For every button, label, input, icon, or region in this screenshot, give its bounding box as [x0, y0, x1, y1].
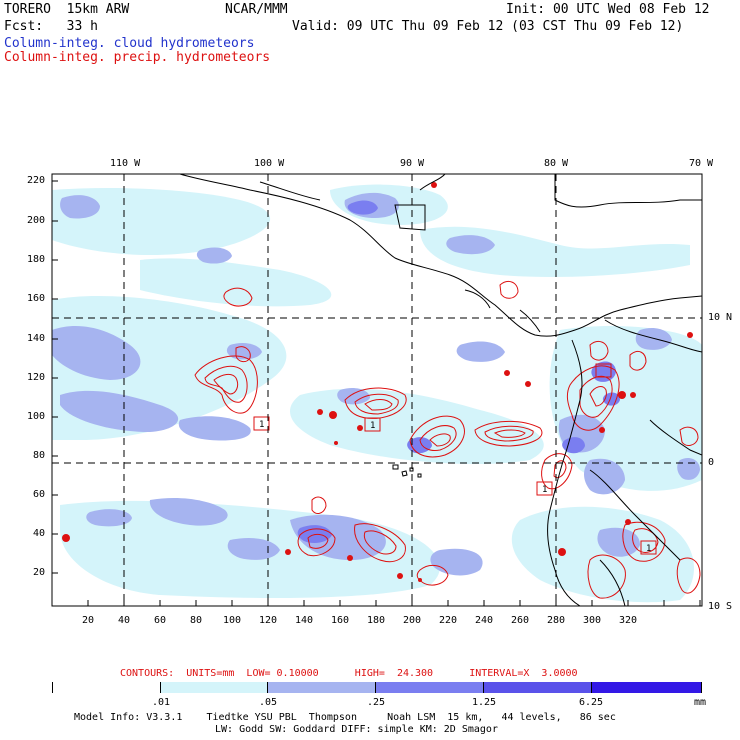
precip-field-label: Column-integ. precip. hydrometeors: [4, 50, 271, 65]
y-tick-label: 100: [27, 411, 46, 422]
org-label: NCAR/MMM: [225, 2, 288, 17]
x-tick-label: 160: [331, 615, 350, 626]
cloud-field-label: Column-integ. cloud hydrometeors: [4, 36, 255, 51]
box-label: 1: [646, 544, 651, 554]
box-label: 1: [370, 421, 375, 431]
x-tick-label: 20: [82, 615, 95, 626]
colorbar-segment: [375, 682, 483, 693]
x-tick-label: 100: [223, 615, 242, 626]
y-tick-label: 80: [33, 450, 46, 461]
y-tick-label: 40: [33, 528, 46, 539]
box-label: 1: [259, 420, 264, 430]
lon-label: 100 W: [254, 158, 285, 169]
lon-label: 110 W: [110, 158, 141, 169]
galapagos-islands: [392, 464, 422, 478]
colorbar-label: .01: [152, 697, 171, 708]
model-info-line1: Model Info: V3.3.1 Tiedtke YSU PBL Thomp…: [74, 712, 616, 723]
lon-label: 90 W: [400, 158, 425, 169]
colorbar-segment: [483, 682, 591, 693]
precip-contours: [194, 281, 701, 599]
x-tick-label: 40: [118, 615, 131, 626]
coastlines: [179, 174, 702, 606]
precip-cells: [62, 182, 693, 582]
lat-label: 10 S: [708, 601, 733, 612]
y-tick-label: 220: [27, 175, 46, 186]
x-tick-label: 120: [259, 615, 278, 626]
colorbar-segment: [160, 682, 267, 693]
model-info-line2: LW: Godd SW: Goddard DIFF: simple KM: 2D…: [215, 724, 498, 735]
x-tick-label: 300: [583, 615, 602, 626]
graticule: [52, 174, 702, 606]
axis-ticks: [52, 180, 701, 606]
y-tick-label: 180: [27, 254, 46, 265]
y-tick-label: 160: [27, 293, 46, 304]
x-tick-label: 280: [547, 615, 566, 626]
y-tick-label: 120: [27, 372, 46, 383]
colorbar-label: 1.25: [472, 697, 497, 708]
contour-info: CONTOURS: UNITS=mm LOW= 0.10000 HIGH= 24…: [120, 668, 578, 679]
x-tick-label: 60: [154, 615, 167, 626]
lon-label: 80 W: [544, 158, 569, 169]
y-tick-label: 20: [33, 567, 46, 578]
x-tick-label: 180: [367, 615, 386, 626]
x-tick-label: 220: [439, 615, 458, 626]
x-tick-label: 80: [190, 615, 203, 626]
colorbar-label: .25: [367, 697, 386, 708]
x-tick-label: 320: [619, 615, 638, 626]
plot-frame: [51, 173, 703, 607]
lat-label: 0: [708, 457, 715, 468]
x-tick-label: 140: [295, 615, 314, 626]
x-tick-label: 240: [475, 615, 494, 626]
lon-label: 70 W: [689, 158, 714, 169]
x-tick-label: 200: [403, 615, 422, 626]
x-tick-label: 260: [511, 615, 530, 626]
model-title: TORERO 15km ARW: [4, 2, 130, 17]
colorbar-label: 6.25: [579, 697, 604, 708]
lat-label: 10 N: [708, 312, 733, 323]
colorbar-units: mm: [694, 697, 707, 708]
colorbar-segment: [591, 682, 701, 693]
y-tick-label: 200: [27, 215, 46, 226]
y-tick-label: 60: [33, 489, 46, 500]
init-time: Init: 00 UTC Wed 08 Feb 12: [506, 2, 710, 17]
colorbar-segment: [53, 682, 160, 693]
y-tick-label: 140: [27, 333, 46, 344]
box-label: 1: [542, 485, 547, 495]
colorbar-segment: [267, 682, 375, 693]
forecast-hour: Fcst: 33 h: [4, 19, 98, 34]
station-boxes: [253, 363, 657, 555]
valid-time: Valid: 09 UTC Thu 09 Feb 12 (03 CST Thu …: [292, 19, 684, 34]
colorbar-label: .05: [259, 697, 278, 708]
